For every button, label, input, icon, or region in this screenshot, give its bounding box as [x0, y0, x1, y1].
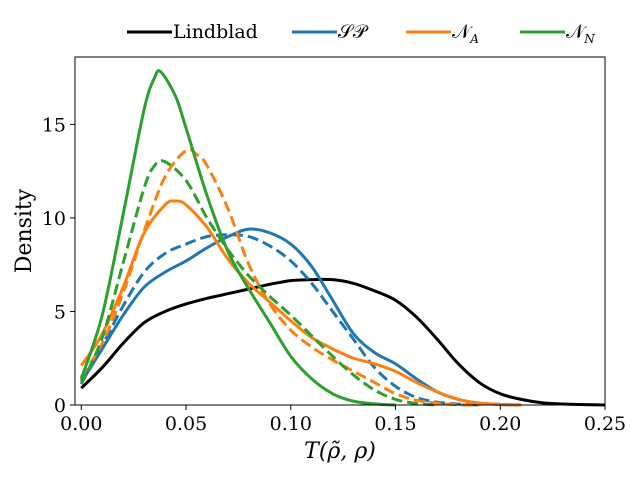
series-layer: [79, 69, 606, 407]
series-line-1: [80, 227, 522, 407]
x-tick-label: 0.25: [584, 413, 626, 435]
x-tick-label: 0.15: [374, 413, 416, 435]
series-line-4: [80, 147, 480, 407]
x-tick-label: 0.10: [270, 413, 312, 435]
plot-frame: [74, 56, 606, 406]
x-tick-label: 0.05: [165, 413, 207, 435]
y-axis-label: Density: [12, 188, 37, 273]
legend: Lindblad 𝒮𝒫 𝒩A 𝒩N: [127, 21, 595, 46]
series-line-0: [80, 277, 606, 407]
legend-label-nn: 𝒩N: [566, 21, 595, 46]
y-tick-label: 15: [42, 114, 66, 136]
x-axis-ticks: 0.00 0.05 0.10 0.15 0.20 0.25: [60, 405, 626, 435]
y-axis-ticks: 0 5 10 15: [42, 114, 75, 417]
legend-label-na: 𝒩A: [452, 21, 479, 46]
series-line-2: [79, 233, 480, 407]
series-line-3: [80, 199, 522, 407]
y-tick-label: 5: [54, 301, 66, 323]
legend-label-sp: 𝒮𝒫: [338, 21, 369, 43]
x-tick-label: 0.00: [60, 413, 102, 435]
series-line-6: [79, 159, 438, 407]
series-line-5: [79, 69, 396, 407]
legend-label-lindblad: Lindblad: [173, 21, 258, 43]
y-tick-label: 10: [42, 208, 66, 230]
y-tick-label: 0: [54, 395, 66, 417]
x-tick-label: 0.20: [479, 413, 521, 435]
x-axis-label: T(ρ̃, ρ): [304, 439, 376, 464]
